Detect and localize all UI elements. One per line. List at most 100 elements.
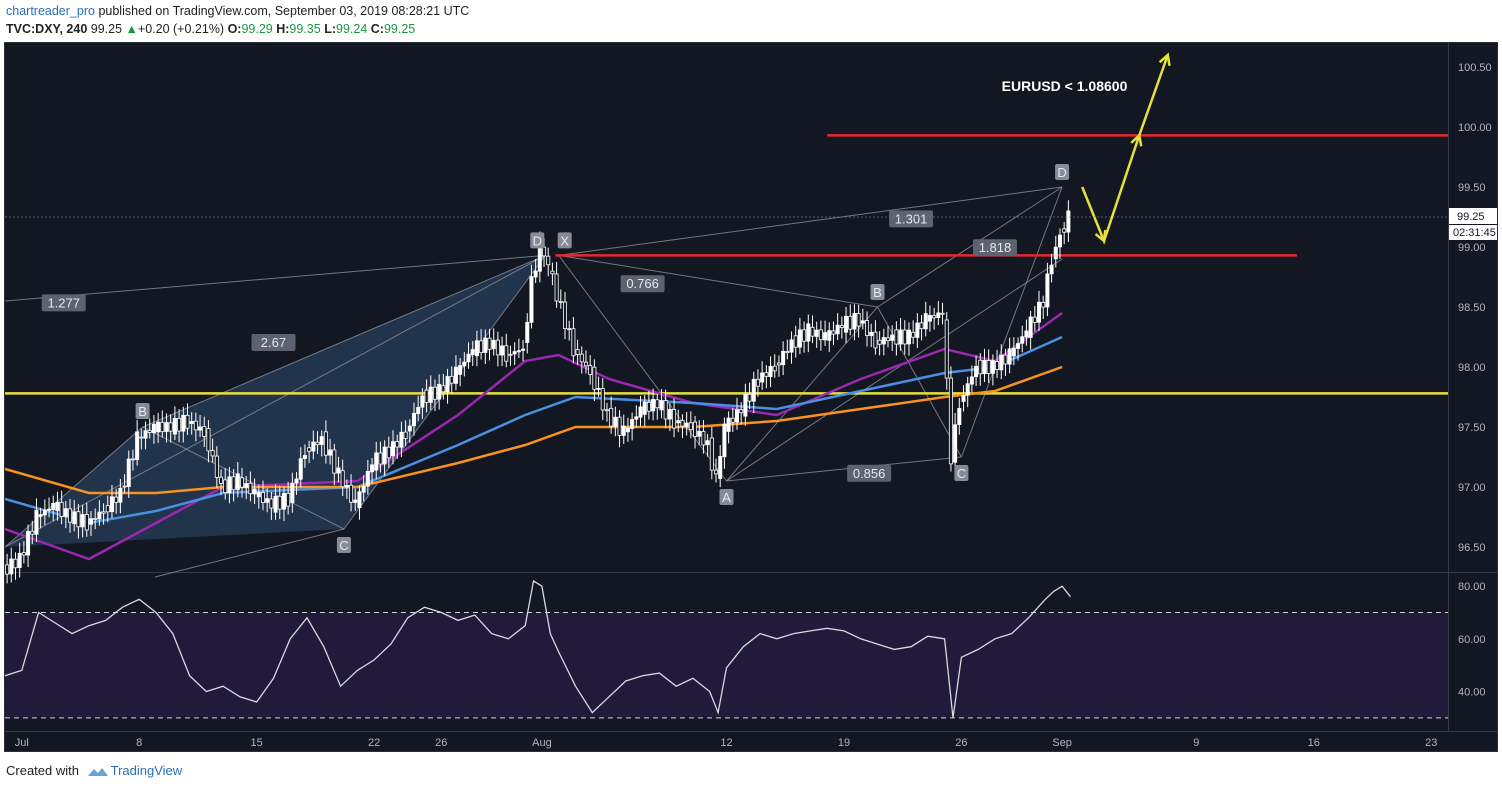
ratio-label-bg xyxy=(620,275,665,293)
candle-body xyxy=(550,270,555,275)
candle-body xyxy=(202,426,207,437)
countdown-label: 02:31:45 xyxy=(1453,227,1496,239)
candle-body xyxy=(458,365,463,375)
candle-body xyxy=(802,329,807,342)
candle-body xyxy=(755,378,760,387)
price-tick-label: 98.50 xyxy=(1458,302,1486,314)
candle-body xyxy=(260,492,265,503)
candle-body xyxy=(55,501,60,512)
tradingview-brand-link[interactable]: TradingView xyxy=(110,763,183,778)
candle-body xyxy=(789,339,794,353)
candle-body xyxy=(1037,301,1042,323)
candle-body xyxy=(969,376,974,385)
candle-body xyxy=(747,393,752,402)
candle-body xyxy=(814,329,819,337)
close-value: 99.25 xyxy=(383,22,416,36)
candle-body xyxy=(793,335,798,348)
candle-body xyxy=(185,414,190,429)
candle-body xyxy=(990,360,995,374)
candle-body xyxy=(72,511,77,525)
candle-body xyxy=(873,331,878,349)
candle-body xyxy=(676,420,681,424)
candle-body xyxy=(353,499,358,503)
candle-body xyxy=(479,340,484,354)
high-label: H: xyxy=(276,22,290,36)
candle-body xyxy=(810,326,815,337)
time-tick-label: 26 xyxy=(955,737,967,749)
pattern-point-label: D xyxy=(1057,165,1066,180)
candle-body xyxy=(583,361,588,367)
candle-body xyxy=(697,430,702,437)
low-label: L: xyxy=(324,22,336,36)
candle-body xyxy=(391,441,396,457)
candle-body xyxy=(198,426,203,431)
pattern-line-10 xyxy=(960,186,1063,458)
candle-body xyxy=(881,337,886,345)
symbol-label: TVC:DXY, 240 xyxy=(6,22,88,36)
chart-frame[interactable]: B C D X A B C D 1.277 2.67 0.766 1.301 1.818 0.856 EUR… xyxy=(4,42,1498,752)
pattern-point-label: C xyxy=(339,538,348,553)
candle-body xyxy=(453,366,458,384)
candle-body xyxy=(235,473,240,491)
candle-body xyxy=(940,312,945,315)
candle-body xyxy=(504,345,509,362)
candle-body xyxy=(88,518,93,525)
candle-body xyxy=(164,422,169,432)
candle-body xyxy=(730,417,735,423)
author-link[interactable]: chartreader_pro xyxy=(6,4,95,18)
candle-body xyxy=(109,496,114,513)
pattern-point-label: B xyxy=(138,404,147,419)
candle-body xyxy=(491,339,496,350)
price-axis-border xyxy=(1448,43,1449,731)
ema-line-purple xyxy=(5,311,1063,561)
candle-body xyxy=(1041,301,1046,308)
ratio-label: 0.856 xyxy=(853,466,886,481)
candle-body xyxy=(944,319,949,379)
ratio-label-bg xyxy=(41,294,86,312)
chart-canvas[interactable]: B C D X A B C D 1.277 2.67 0.766 1.301 1.818 0.856 EUR… xyxy=(5,43,1498,752)
candle-body xyxy=(298,458,303,480)
candle-body xyxy=(177,417,182,432)
pattern-line-12 xyxy=(726,456,962,482)
pattern-line-7 xyxy=(558,255,727,482)
candle-body xyxy=(705,440,710,446)
candle-body xyxy=(76,511,81,528)
candle-body xyxy=(357,491,362,509)
candle-body xyxy=(680,419,685,427)
candle-body xyxy=(411,412,416,427)
candle-body xyxy=(554,273,559,302)
candle-body xyxy=(432,386,437,400)
pattern-line-13 xyxy=(877,186,1063,308)
candle-body xyxy=(340,470,345,488)
candle-body xyxy=(936,312,941,318)
high-value: 99.35 xyxy=(289,22,321,36)
candle-body xyxy=(462,361,467,367)
candle-body xyxy=(307,447,312,452)
pattern-point-label: X xyxy=(560,233,569,248)
candle-body xyxy=(818,329,823,341)
candle-body xyxy=(869,331,874,337)
candle-body xyxy=(1045,273,1050,308)
pattern-line-5 xyxy=(5,254,546,302)
pattern-point-bg xyxy=(557,232,572,249)
rsi-tick-label: 60.00 xyxy=(1458,634,1486,646)
forecast-arrow-head-0 xyxy=(1094,229,1107,244)
candle-body xyxy=(206,428,211,452)
candle-body xyxy=(26,531,31,556)
candle-body xyxy=(579,353,584,363)
candle-body xyxy=(181,414,186,432)
candle-body xyxy=(567,328,572,331)
pattern-line-14 xyxy=(558,186,1063,256)
candle-body xyxy=(768,365,773,378)
candle-body xyxy=(974,365,979,378)
candle-body xyxy=(797,329,802,348)
candle-body xyxy=(965,383,970,396)
pattern-point-bg xyxy=(135,403,150,419)
candle-body xyxy=(953,424,958,463)
candle-body xyxy=(760,372,765,383)
candle-body xyxy=(919,322,924,330)
candle-body xyxy=(1032,316,1037,323)
candle-body xyxy=(227,476,232,494)
ratio-label-bg xyxy=(847,464,892,482)
time-tick-label: 19 xyxy=(838,737,850,749)
